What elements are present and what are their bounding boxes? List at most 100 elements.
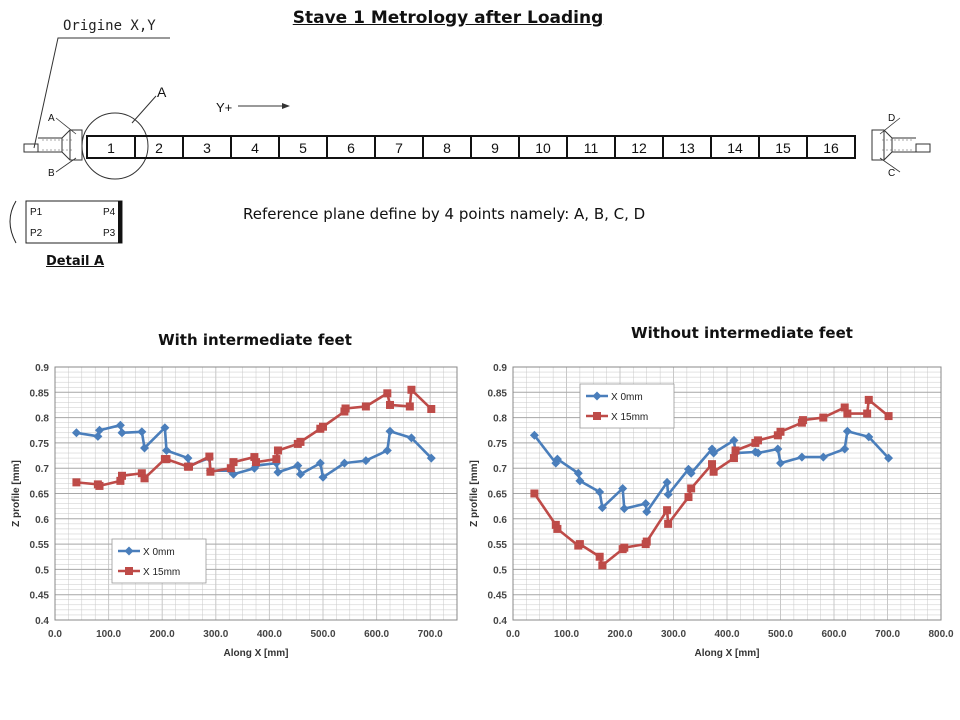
data-point [664, 519, 673, 528]
data-point [93, 431, 103, 441]
data-point [864, 432, 874, 442]
x-tick-label: 600.0 [821, 629, 846, 640]
data-point [361, 456, 371, 466]
y-tick-label: 0.85 [30, 388, 50, 399]
data-point [383, 389, 392, 398]
legend: X 0mm X 15mm [111, 538, 207, 584]
plot-area [54, 366, 458, 621]
data-point [773, 444, 783, 454]
detail-leader-line [131, 95, 157, 124]
legend-label: X 0mm [611, 392, 643, 403]
data-point [620, 543, 629, 552]
data-point [250, 453, 259, 462]
data-point [315, 458, 325, 468]
y-tick-label: 0.9 [493, 363, 507, 374]
data-point [273, 446, 282, 455]
data-point [709, 467, 718, 476]
y-tick-label: 0.45 [488, 591, 508, 602]
data-point [819, 413, 828, 422]
data-point [116, 476, 125, 485]
data-point [662, 477, 672, 487]
y-tick-label: 0.4 [493, 616, 507, 627]
data-point [382, 445, 392, 455]
x-tick-label: 200.0 [150, 629, 175, 640]
data-point [72, 478, 81, 487]
legend-label: X 0mm [143, 547, 175, 558]
y-tick-label: 0.75 [488, 439, 508, 450]
data-point [843, 409, 852, 418]
data-point [529, 430, 539, 440]
data-point [709, 448, 719, 458]
data-point [840, 403, 849, 412]
legend-label: X 15mm [611, 412, 648, 423]
y-tick-label: 0.6 [493, 515, 507, 526]
x-tick-label: 300.0 [203, 629, 228, 640]
module-label: 3 [203, 140, 211, 156]
data-point [551, 520, 560, 529]
data-point [71, 428, 81, 438]
data-point [708, 460, 717, 469]
series-x0 [529, 426, 894, 517]
module-label: 6 [347, 140, 355, 156]
data-point [319, 422, 327, 431]
direction-label: Y+ [216, 100, 232, 115]
data-point [553, 524, 562, 533]
data-point [160, 423, 170, 433]
x-tick-label: 500.0 [310, 629, 335, 640]
y-axis-label: Z profile [mm] [469, 460, 480, 527]
series-x15 [72, 385, 436, 490]
data-point [884, 412, 893, 421]
data-point [341, 404, 350, 413]
data-point [115, 420, 125, 430]
data-point [252, 458, 260, 467]
detail-circle [81, 112, 149, 180]
data-point [663, 490, 673, 500]
x-tick-label: 200.0 [607, 629, 632, 640]
data-point [162, 455, 171, 464]
y-tick-label: 0.45 [30, 591, 50, 602]
data-point [185, 462, 193, 471]
y-tick-label: 0.9 [35, 363, 49, 374]
data-point [797, 452, 807, 462]
data-point [386, 400, 394, 409]
data-point [405, 402, 414, 411]
data-point [776, 458, 785, 468]
y-tick-label: 0.6 [35, 515, 49, 526]
module-label: 5 [299, 140, 307, 156]
module-label: 12 [631, 140, 647, 156]
data-point [618, 483, 628, 493]
data-point [663, 506, 672, 515]
data-point [573, 468, 583, 478]
data-point [754, 436, 763, 445]
data-point [118, 471, 126, 480]
data-point [552, 454, 562, 464]
data-point [117, 428, 127, 438]
x-tick-label: 700.0 [418, 629, 443, 640]
data-point [530, 489, 539, 498]
module-label: 1 [107, 140, 115, 156]
plot-area [512, 366, 942, 621]
data-point [641, 499, 651, 509]
data-point [273, 467, 283, 477]
data-point [318, 472, 328, 482]
stave-schematic: A Y+ A B C D 1 2 3 4 5 6 7 8 9 10 11 12 13 14 15 16 [23, 37, 931, 180]
data-point [684, 493, 693, 502]
x-tick-label: 600.0 [364, 629, 389, 640]
data-point [206, 467, 215, 476]
origin-label: Origine X,Y [63, 18, 156, 34]
corner-label-a: A [48, 113, 55, 124]
legend: X 0mm X 15mm [579, 383, 675, 429]
circle-label: A [157, 84, 167, 100]
x-tick-label: 700.0 [875, 629, 900, 640]
module-label: 4 [251, 140, 259, 156]
data-point [293, 461, 303, 471]
data-point [729, 435, 739, 445]
data-point [385, 426, 395, 436]
x-tick-label: 300.0 [661, 629, 686, 640]
y-tick-label: 0.7 [493, 464, 507, 475]
module-label: 8 [443, 140, 451, 156]
chart-title-with-feet: With intermediate feet [158, 331, 352, 349]
direction-arrow-head [282, 103, 290, 109]
series-x15 [530, 395, 893, 570]
detail-a-drawing: P1 P4 P2 P3 [9, 200, 123, 244]
